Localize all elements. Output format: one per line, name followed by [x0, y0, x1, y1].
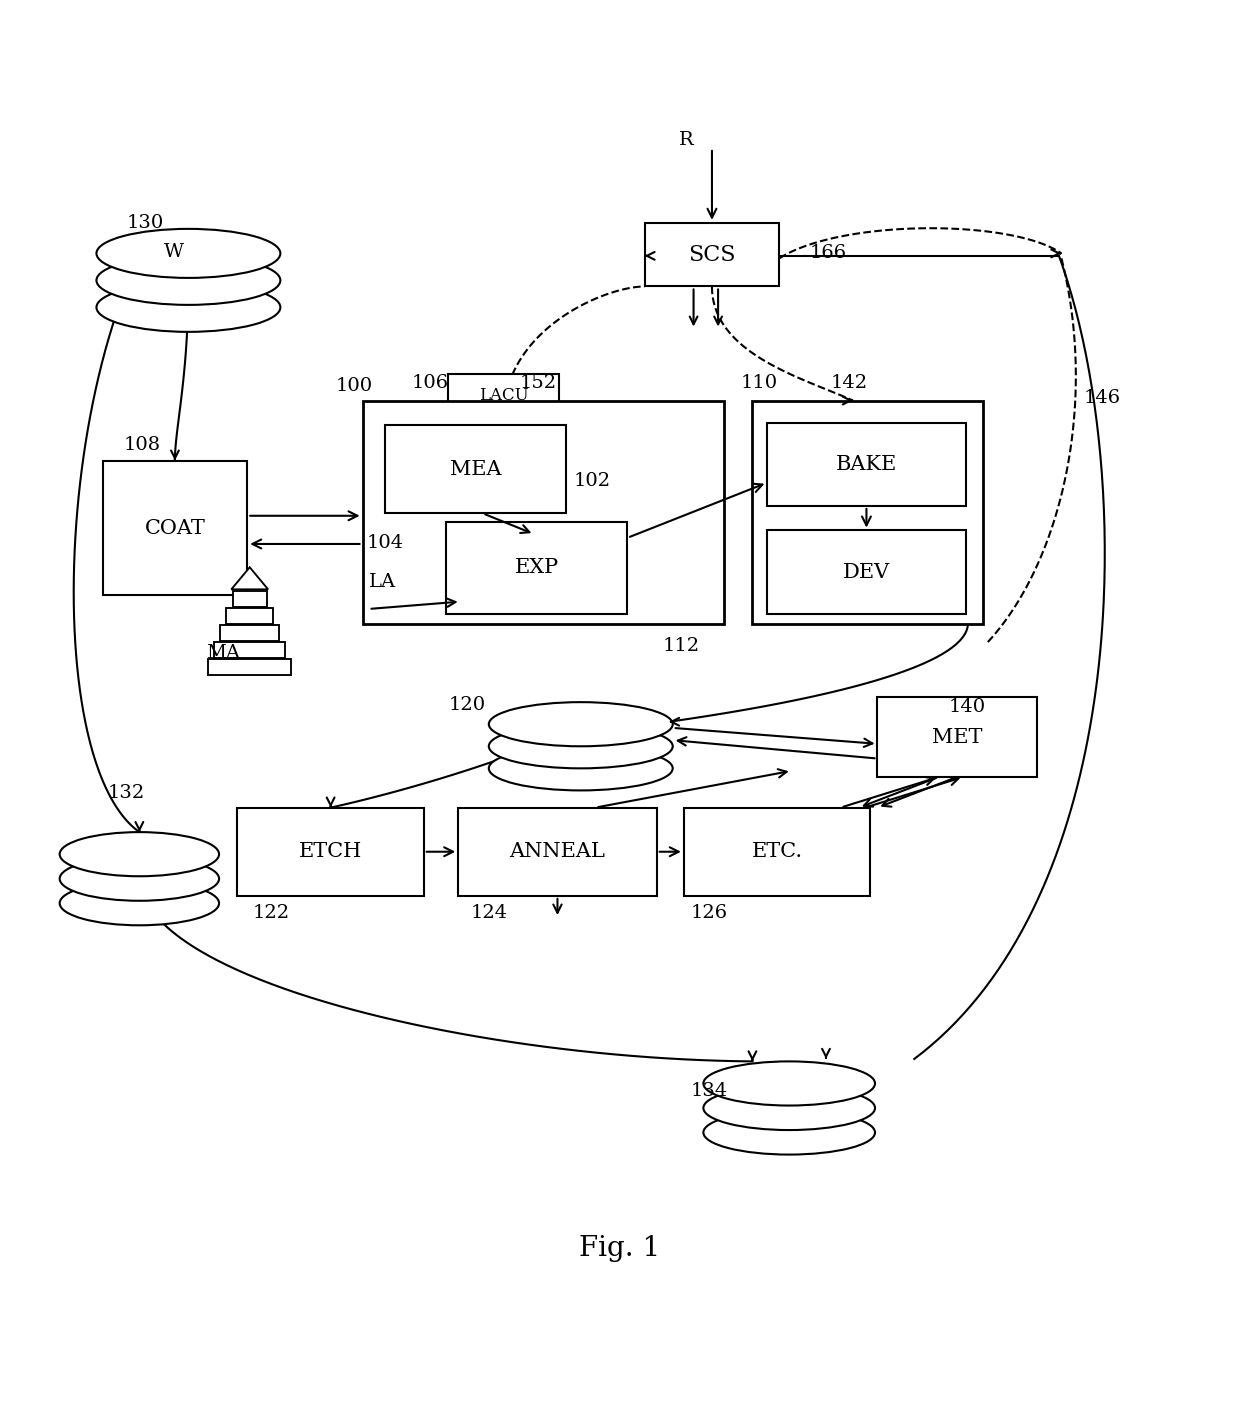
Text: R: R — [678, 132, 693, 149]
Text: 124: 124 — [470, 904, 507, 922]
Ellipse shape — [703, 1086, 875, 1130]
Text: 134: 134 — [691, 1081, 728, 1100]
FancyBboxPatch shape — [384, 426, 565, 514]
FancyBboxPatch shape — [449, 373, 559, 417]
Text: 108: 108 — [124, 436, 160, 454]
Text: BAKE: BAKE — [836, 454, 897, 474]
Text: ETCH: ETCH — [299, 843, 362, 861]
Ellipse shape — [489, 702, 673, 746]
Text: 166: 166 — [810, 244, 847, 263]
Text: DEV: DEV — [843, 563, 890, 582]
Text: LACU: LACU — [479, 387, 528, 404]
Text: 130: 130 — [128, 214, 165, 231]
Text: MA: MA — [206, 644, 239, 663]
FancyBboxPatch shape — [878, 697, 1037, 778]
Text: W: W — [164, 243, 184, 261]
Ellipse shape — [60, 881, 219, 925]
Ellipse shape — [703, 1111, 875, 1155]
Text: 126: 126 — [691, 904, 728, 922]
FancyBboxPatch shape — [362, 400, 724, 624]
Text: 120: 120 — [449, 695, 486, 714]
Text: MET: MET — [932, 728, 982, 746]
Ellipse shape — [489, 724, 673, 768]
Text: EXP: EXP — [515, 559, 559, 578]
Text: 140: 140 — [949, 698, 986, 717]
Text: Fig. 1: Fig. 1 — [579, 1236, 661, 1263]
FancyBboxPatch shape — [221, 624, 279, 641]
Text: LA: LA — [368, 573, 396, 590]
Ellipse shape — [97, 282, 280, 332]
FancyBboxPatch shape — [683, 807, 870, 895]
FancyBboxPatch shape — [227, 607, 273, 624]
Ellipse shape — [60, 832, 219, 877]
Text: 106: 106 — [412, 375, 449, 392]
FancyBboxPatch shape — [237, 807, 424, 895]
Text: 104: 104 — [366, 534, 403, 552]
Text: 122: 122 — [252, 904, 289, 922]
FancyBboxPatch shape — [645, 223, 780, 287]
Text: 132: 132 — [108, 783, 145, 802]
Text: 146: 146 — [1084, 389, 1121, 407]
Ellipse shape — [703, 1061, 875, 1105]
FancyBboxPatch shape — [233, 590, 267, 606]
Polygon shape — [232, 568, 268, 589]
Text: 110: 110 — [740, 375, 777, 392]
Text: SCS: SCS — [688, 244, 735, 265]
FancyBboxPatch shape — [215, 641, 285, 658]
Ellipse shape — [97, 255, 280, 305]
Ellipse shape — [489, 746, 673, 790]
Text: 142: 142 — [831, 375, 868, 392]
Text: ETC.: ETC. — [751, 843, 802, 861]
Text: ANNEAL: ANNEAL — [510, 843, 605, 861]
FancyBboxPatch shape — [753, 400, 983, 624]
Text: MEA: MEA — [450, 460, 501, 478]
FancyBboxPatch shape — [446, 522, 627, 614]
FancyBboxPatch shape — [208, 660, 291, 675]
Text: 102: 102 — [573, 473, 610, 491]
Text: 100: 100 — [336, 376, 373, 394]
Text: 152: 152 — [520, 375, 557, 392]
Text: 112: 112 — [663, 637, 701, 654]
Ellipse shape — [60, 857, 219, 901]
Text: COAT: COAT — [145, 518, 206, 538]
FancyBboxPatch shape — [768, 423, 966, 507]
Ellipse shape — [97, 228, 280, 278]
FancyBboxPatch shape — [768, 531, 966, 614]
FancyBboxPatch shape — [103, 461, 247, 596]
FancyBboxPatch shape — [458, 807, 657, 895]
